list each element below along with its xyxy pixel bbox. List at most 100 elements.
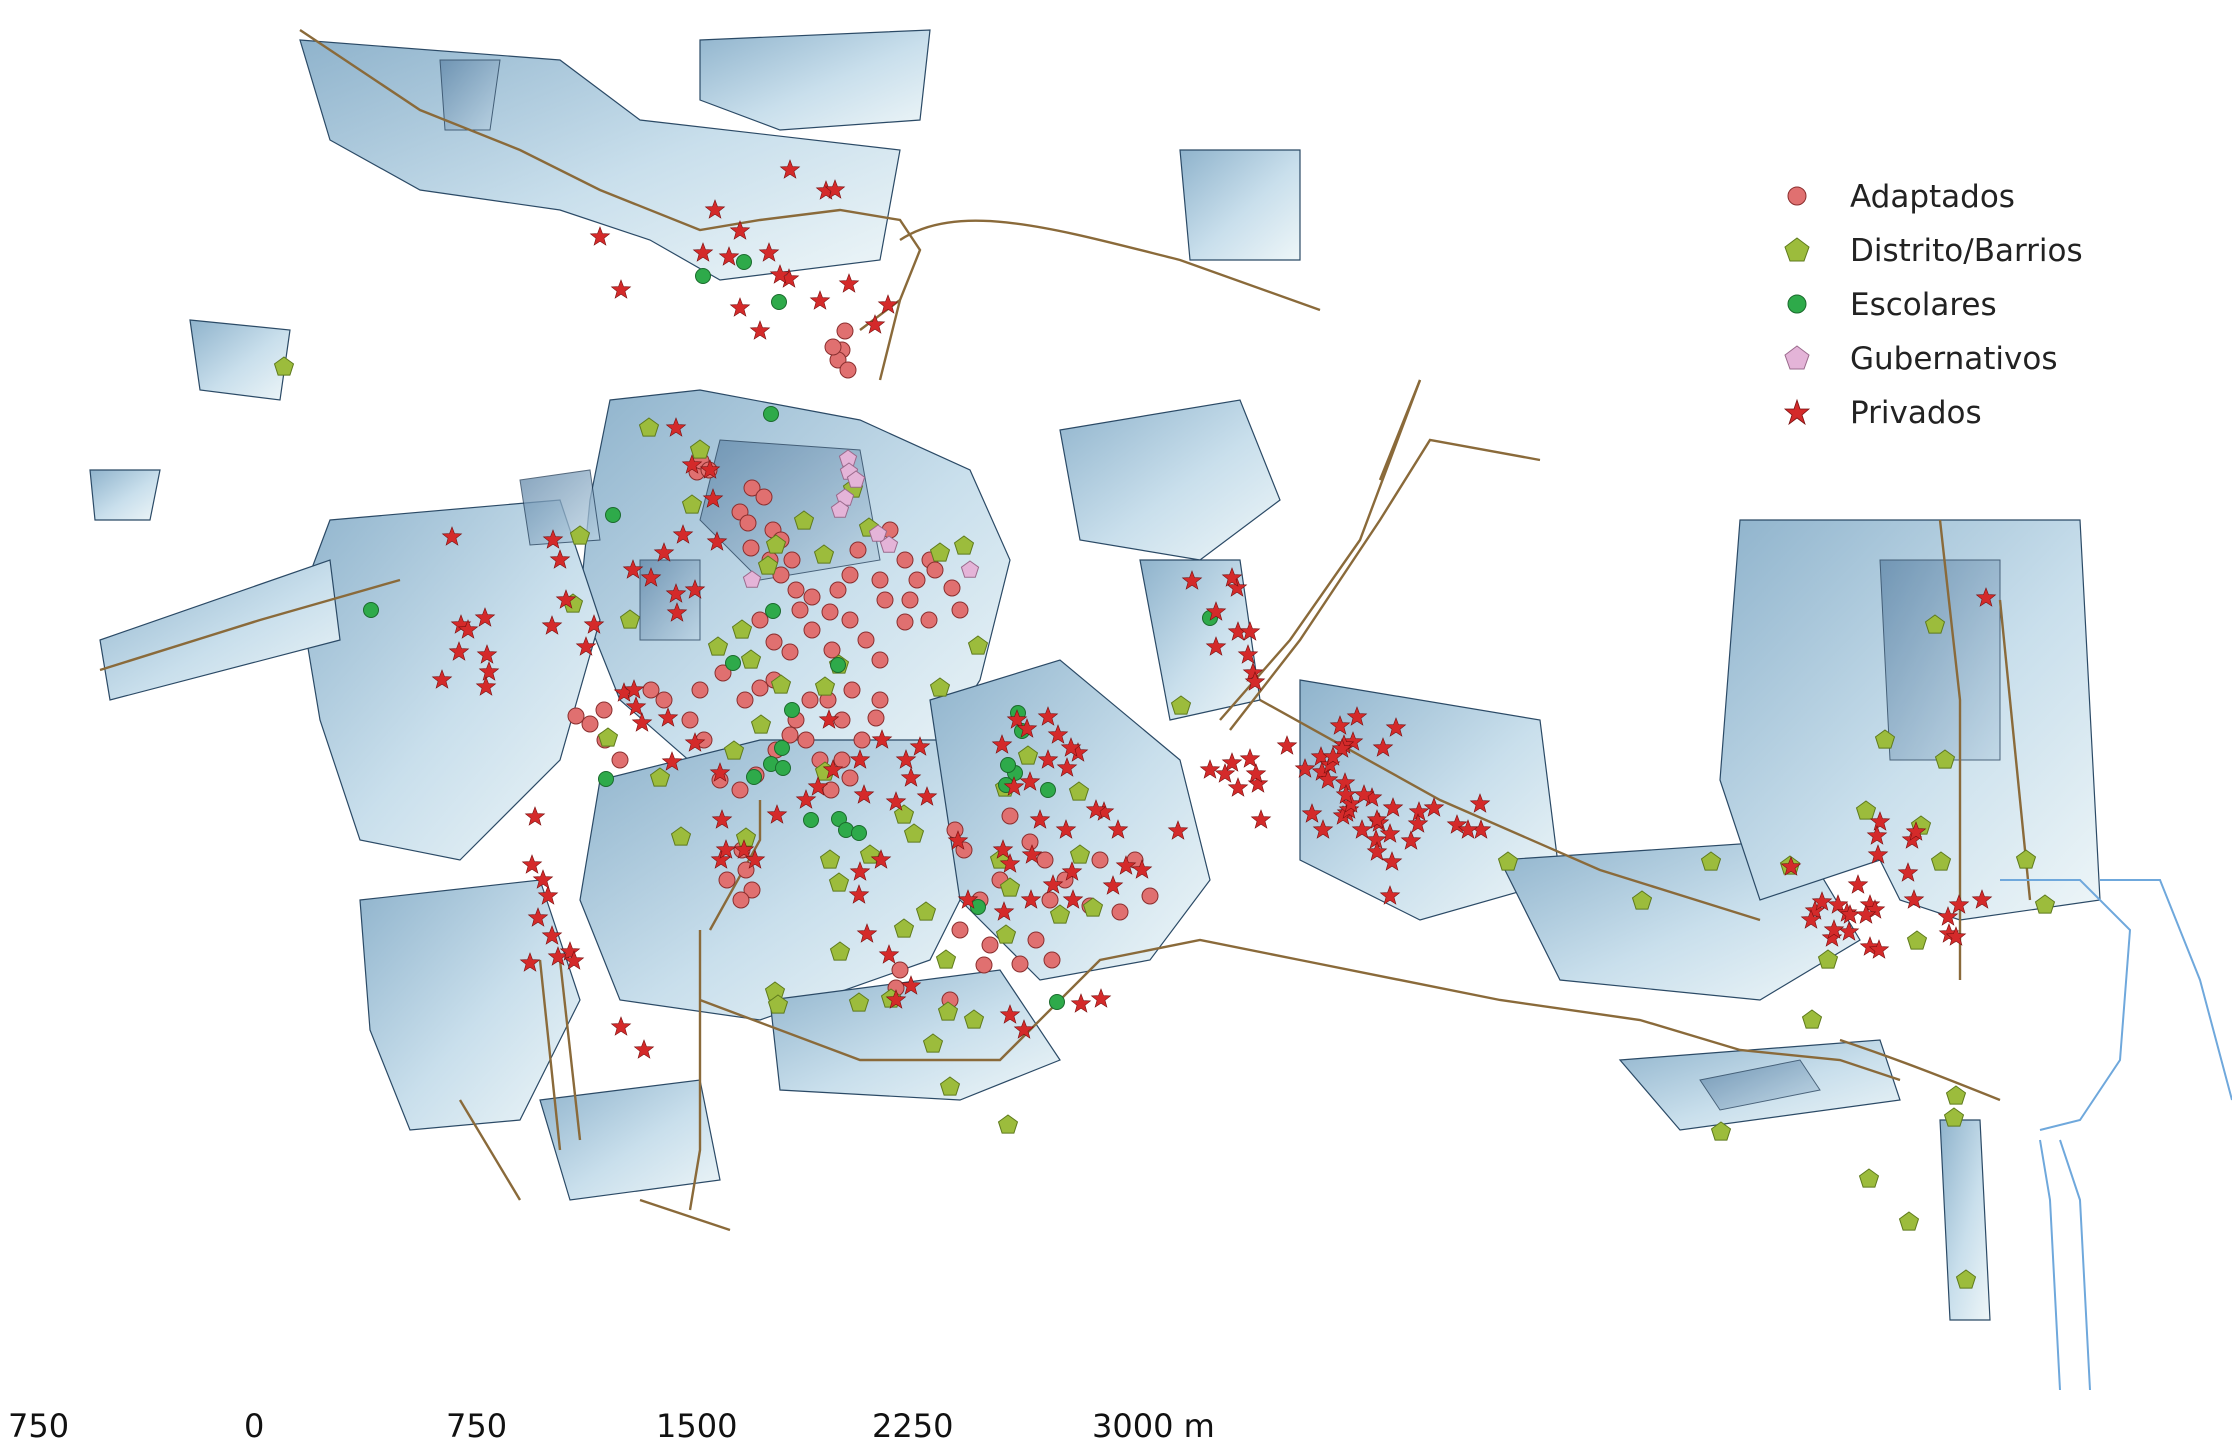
privado-marker — [744, 849, 766, 869]
distrito-barrios-marker — [1069, 844, 1091, 864]
privado-marker — [877, 294, 899, 314]
adaptado-marker — [896, 613, 914, 631]
privado-marker — [555, 589, 577, 609]
privado-marker — [1866, 825, 1888, 845]
privado-marker — [1868, 939, 1890, 959]
privado-marker — [957, 889, 979, 909]
green-circle-icon — [1787, 294, 1807, 314]
adaptado-marker — [901, 591, 919, 609]
red-circle-icon — [1787, 186, 1807, 206]
privado-marker — [729, 220, 751, 240]
distrito-barrios-marker — [1855, 800, 1877, 820]
privado-marker — [537, 885, 559, 905]
distrito-barrios-marker — [997, 1114, 1019, 1134]
distrito-barrios-marker — [1934, 749, 1956, 769]
adaptado-marker — [1111, 903, 1129, 921]
privado-marker — [1061, 861, 1083, 881]
privado-marker — [1085, 799, 1107, 819]
privado-marker — [1245, 763, 1267, 783]
privado-marker — [1205, 636, 1227, 656]
privado-marker — [853, 784, 875, 804]
privado-marker — [1322, 746, 1344, 766]
privado-marker — [710, 849, 732, 869]
scale-label: 750 — [8, 1407, 70, 1445]
adaptado-marker — [611, 751, 629, 769]
privado-marker — [822, 759, 844, 779]
privado-marker — [824, 179, 846, 199]
adaptado-marker — [833, 751, 851, 769]
privado-marker — [1379, 885, 1401, 905]
adaptado-marker — [1001, 807, 1019, 825]
privado-marker — [885, 989, 907, 1009]
adaptado-marker — [908, 571, 926, 589]
privado-marker — [1869, 811, 1891, 831]
privado-marker — [1867, 844, 1889, 864]
privado-marker — [871, 729, 893, 749]
privado-marker — [1301, 803, 1323, 823]
dense-blocks-layer — [439, 59, 2001, 1111]
privado-marker — [476, 644, 498, 664]
distrito-barrios-marker — [1170, 695, 1192, 715]
distrito-barrios-marker — [929, 677, 951, 697]
distrito-barrios-marker — [767, 994, 789, 1014]
distrito-barrios-marker — [1930, 851, 1952, 871]
adaptado-marker — [896, 551, 914, 569]
gubernativo-marker — [830, 500, 850, 518]
privado-marker — [521, 854, 543, 874]
legend-item-adaptados: Adaptados — [1772, 170, 2083, 224]
privado-marker — [878, 944, 900, 964]
red-star-icon — [1783, 398, 1811, 426]
privado-marker — [1250, 809, 1272, 829]
privado-marker — [1469, 793, 1491, 813]
privado-marker — [809, 290, 831, 310]
adaptado-marker — [739, 514, 757, 532]
adaptado-marker — [791, 601, 809, 619]
green-pentagon-icon — [1784, 237, 1810, 262]
distrito-barrios-marker — [1710, 1121, 1732, 1141]
privados-markers — [431, 159, 1997, 1059]
distrito-barrios-marker — [814, 676, 836, 696]
privado-marker — [711, 809, 733, 829]
privado-marker — [1823, 919, 1845, 939]
legend-item-escolares: Escolares — [1772, 278, 2083, 332]
privado-marker — [1131, 859, 1153, 879]
privado-marker — [1244, 671, 1266, 691]
privado-marker — [849, 861, 871, 881]
distrito-barrios-marker — [670, 826, 692, 846]
privado-marker — [1975, 587, 1997, 607]
privado-marker — [1237, 644, 1259, 664]
adaptado-marker — [787, 581, 805, 599]
adaptado-marker — [1091, 851, 1109, 869]
scale-bar: 750 0 750 1500 2250 3000 m — [0, 1395, 1300, 1455]
distrito-barrios-marker — [1631, 890, 1653, 910]
distrito-barrios-marker — [770, 674, 792, 694]
privado-marker — [547, 946, 569, 966]
privado-marker — [1214, 763, 1236, 783]
privado-marker — [1019, 771, 1041, 791]
distrito-barrios-marker — [953, 535, 975, 555]
adaptado-marker — [876, 591, 894, 609]
adaptado-marker — [1011, 955, 1029, 973]
distrito-barrios-marker — [1700, 851, 1722, 871]
adaptado-marker — [595, 701, 613, 719]
privado-marker — [779, 159, 801, 179]
privado-marker — [729, 297, 751, 317]
privado-marker — [709, 762, 731, 782]
distrito-barrios-marker — [893, 804, 915, 824]
privado-marker — [631, 712, 653, 732]
adaptado-marker — [857, 631, 875, 649]
privado-marker — [625, 696, 647, 716]
adaptado-marker — [691, 681, 709, 699]
adaptado-marker — [853, 731, 871, 749]
adaptado-marker — [871, 651, 889, 669]
distrito-barrios-marker — [1924, 614, 1946, 634]
distrito-barrios-marker — [2015, 849, 2037, 869]
adaptado-marker — [803, 588, 821, 606]
distrito-barrios-marker — [1801, 1009, 1823, 1029]
privado-marker — [1382, 797, 1404, 817]
privado-marker — [1055, 819, 1077, 839]
adaptado-marker — [783, 551, 801, 569]
privado-marker — [1780, 856, 1802, 876]
distrito-barrios-marker — [828, 872, 850, 892]
